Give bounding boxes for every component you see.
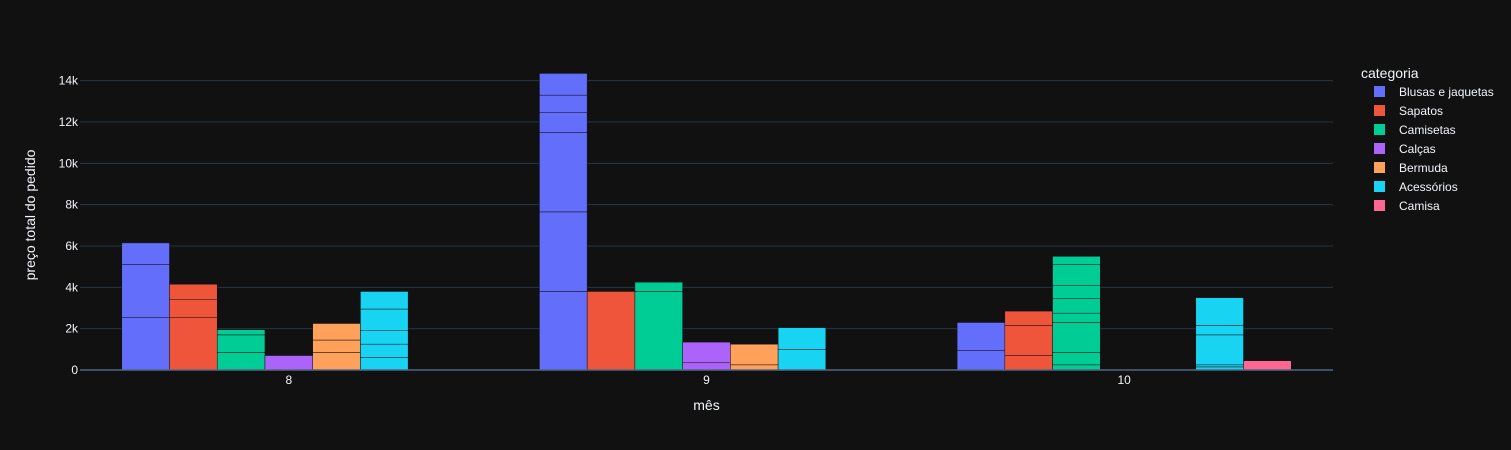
y-tick-label: 2k [65,322,79,336]
bar-segment[interactable] [360,330,409,345]
legend-swatch [1374,86,1385,97]
y-tick-label: 14k [59,74,79,88]
legend-label: Camisa [1399,199,1440,213]
bar-segment[interactable] [1004,310,1053,326]
bar-segment[interactable] [539,291,588,371]
legend-swatch [1374,162,1385,173]
bar-segment[interactable] [634,281,683,292]
legend-item[interactable]: Blusas e jaquetas [1374,85,1494,99]
bar-segment[interactable] [312,339,361,353]
legend-label: Acessórios [1399,180,1458,194]
legend-label: Calças [1399,142,1436,156]
x-tick-label: 9 [703,373,710,387]
bar-segment[interactable] [682,362,731,371]
bar-segment[interactable] [216,352,266,371]
bar-segment[interactable] [360,343,409,358]
bar-segment[interactable] [1052,322,1101,353]
bar-segment[interactable] [777,349,827,371]
bar-segment[interactable] [360,291,409,310]
bar-segment[interactable] [1052,298,1101,314]
legend-item[interactable]: Camisa [1374,199,1440,213]
bar-segment[interactable] [1195,297,1244,326]
x-tick-label: 10 [1117,373,1131,387]
x-tick-label: 8 [285,373,292,387]
legend-swatch [1374,105,1385,116]
legend-item[interactable]: Calças [1374,142,1436,156]
bar-segment[interactable] [539,211,588,292]
bar-segment[interactable] [730,343,779,366]
bar-segment[interactable] [682,341,731,364]
bar-segment[interactable] [1052,256,1101,265]
bar-segment[interactable] [1052,364,1101,371]
bar-segment[interactable] [1243,360,1292,371]
legend-swatch [1374,200,1385,211]
x-axis: 8 9 10 [80,369,1333,387]
y-tick-label: 8k [65,198,79,212]
bar-segment[interactable] [1004,355,1053,371]
bar-segment[interactable] [539,73,588,96]
bar-segment[interactable] [121,242,170,265]
legend-swatch [1374,124,1385,135]
y-tick-label: 12k [59,115,79,129]
bar-segment[interactable] [1195,364,1244,368]
bar-segment[interactable] [1195,325,1244,336]
bar-segment[interactable] [169,299,218,318]
bar-segment[interactable] [121,264,170,318]
legend-label: Sapatos [1399,104,1443,118]
bar-segment[interactable] [1195,334,1244,366]
bar-segment[interactable] [1052,264,1101,286]
y-tick-label: 0 [71,363,78,377]
bar-segment[interactable] [121,317,170,371]
legend-label: Bermuda [1399,161,1448,175]
bar-segment[interactable] [216,329,266,336]
bar-segment[interactable] [586,291,636,371]
bar-segment[interactable] [777,327,827,350]
bar-segment[interactable] [360,308,409,331]
x-axis-title: mês [693,397,719,413]
y-tick-label: 10k [59,156,79,170]
bar-segment[interactable] [169,317,218,371]
y-tick-label: 4k [65,280,79,294]
bar-segment[interactable] [539,112,588,133]
legend-label: Blusas e jaquetas [1399,85,1494,99]
bar-segment[interactable] [169,283,218,300]
legend-label: Camisetas [1399,123,1456,137]
y-axis: 0 2k 4k 6k 8k 10k 12k 14k [59,74,79,377]
grid [80,80,1333,330]
bar-segment[interactable] [539,132,588,213]
bar-segment[interactable] [956,322,1006,351]
legend-swatch [1374,181,1385,192]
legend: categoria Blusas e jaquetas Sapatos Camise… [1361,65,1494,213]
bar-segment[interactable] [730,364,779,371]
legend-title: categoria [1361,65,1419,81]
bar-segment[interactable] [360,357,409,371]
bar-segment[interactable] [1052,352,1101,366]
bar-segment[interactable] [1004,325,1053,356]
bar-segment[interactable] [264,355,313,371]
legend-item[interactable]: Acessórios [1374,180,1458,194]
bar-segment[interactable] [634,291,683,371]
bar-segment[interactable] [312,323,361,341]
legend-swatch [1374,143,1385,154]
legend-item[interactable]: Sapatos [1374,104,1443,118]
bar-segment[interactable] [216,334,266,353]
bar-segment[interactable] [539,94,588,113]
y-axis-title: preço total do pedido [22,149,38,280]
y-tick-label: 6k [65,239,79,253]
bar-segment[interactable] [1052,312,1101,323]
bars [121,73,1292,371]
legend-item[interactable]: Camisetas [1374,123,1456,137]
bar-segment[interactable] [312,352,361,371]
bar-segment[interactable] [1052,285,1101,299]
legend-item[interactable]: Bermuda [1374,161,1448,175]
bar-segment[interactable] [956,350,1006,371]
